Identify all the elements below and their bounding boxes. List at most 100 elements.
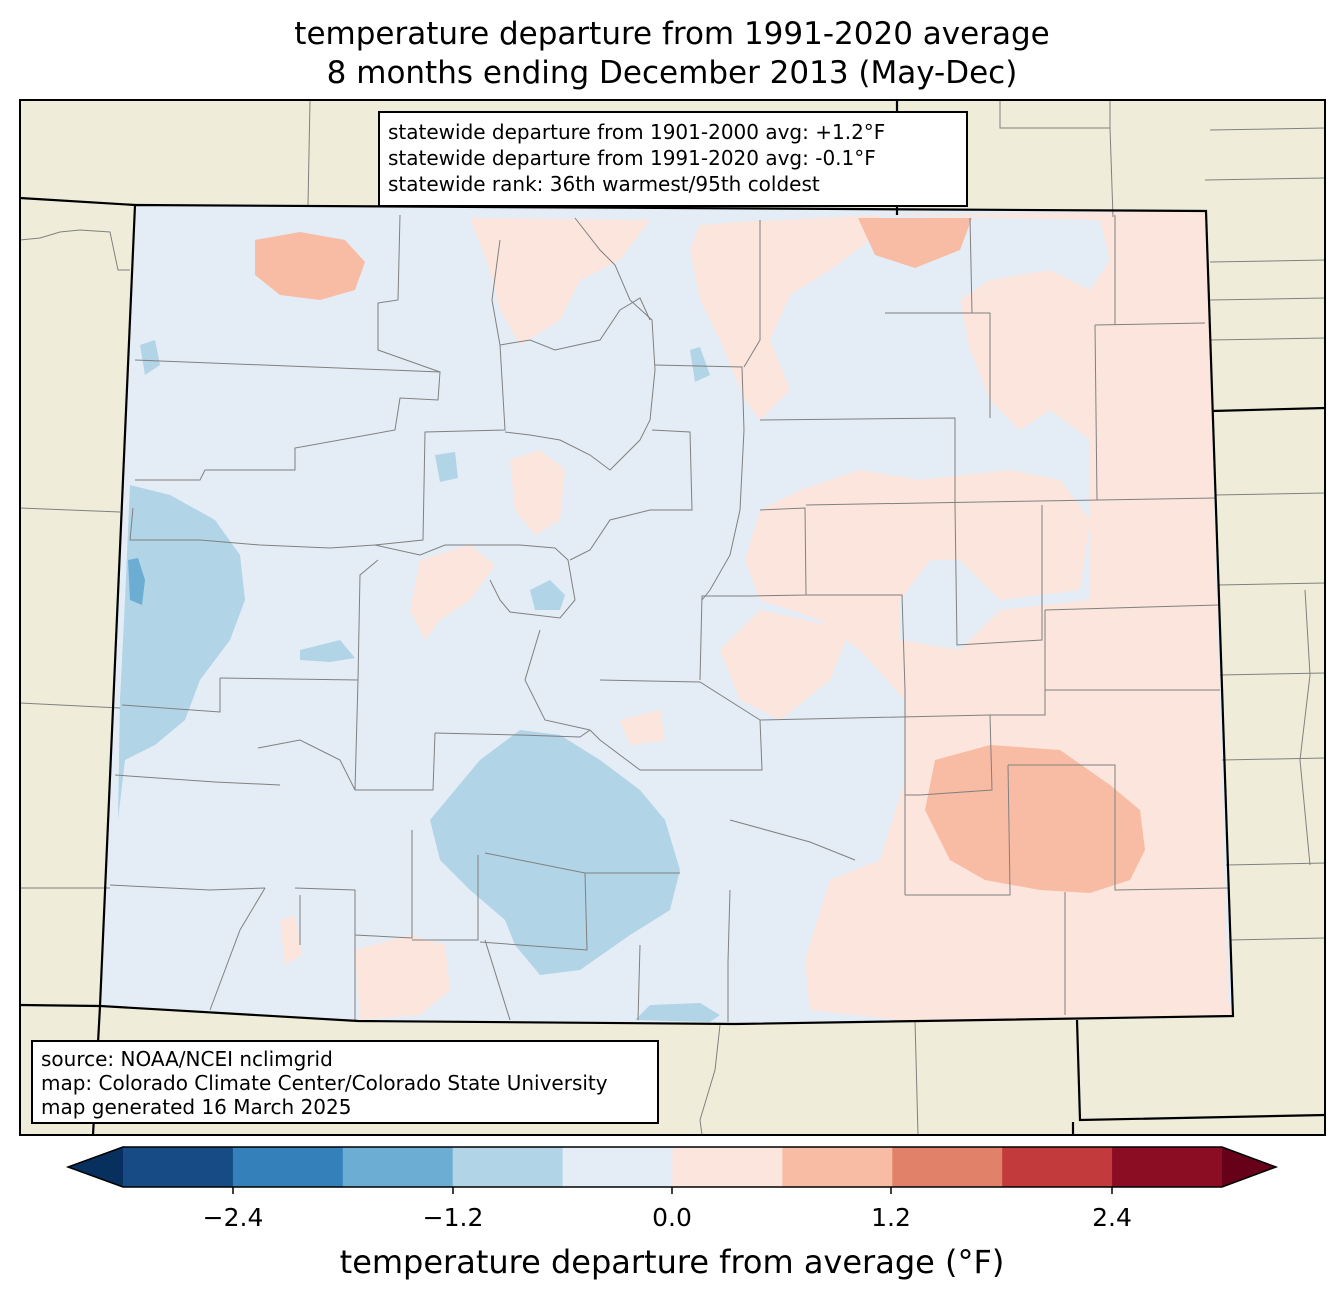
neighbor-county-line [1221,757,1326,761]
county-line [377,214,441,373]
neighbor-county-line [1229,937,1326,941]
warm-region-central2 [620,710,665,745]
utah-wyoming-border [19,196,136,207]
county-line [109,884,266,891]
colorbar-extend-high [1222,1147,1276,1187]
county-line [504,217,656,471]
county-line [885,312,991,418]
county-line [355,732,436,791]
neighbor-county-line [1299,589,1311,866]
county-line [121,678,221,713]
county-line [969,217,973,314]
warm-spot-southeast [925,745,1145,893]
neighbor-county-line [1209,127,1326,131]
neighbor-county-line [1209,259,1326,263]
stats-line-1901-2000: statewide departure from 1901-2000 avg: … [388,120,886,144]
cool-anomaly-regions [118,340,720,1022]
colorbar-bin [672,1147,783,1187]
neighbor-county-line [699,1024,721,1136]
neighbor-county-line [1204,177,1326,181]
county-line [374,239,506,546]
neighbor-county-line [999,100,1114,218]
county-line [743,220,761,368]
neighbor-county-line [1219,672,1326,676]
source-box: source: NOAA/NCEI nclimgrid map: Colorad… [31,1040,659,1124]
county-line [637,944,641,1021]
county-line [524,629,591,731]
cool-anomaly-strong-spot [128,558,145,605]
warm-region-central [510,450,565,535]
neighbor-county-line [19,229,130,271]
colorbar-tick-label: 1.2 [871,1203,911,1232]
warm-anomaly-strong-regions [255,218,1145,893]
stats-line-rank: statewide rank: 36th warmest/95th coldes… [388,172,820,196]
warm-region-southcentral [355,935,450,1020]
colorbar-bin [232,1147,344,1187]
cool-spot-nw [140,340,160,375]
neighbor-county-line [1209,297,1326,301]
colorbar-bin [1002,1147,1113,1187]
cool-region-sanluis [430,730,680,975]
colorbar-outline [65,1146,1279,1188]
warm-spot-northwest [255,232,365,300]
cool-spot-north-central [435,452,458,482]
county-line [699,507,807,681]
county-line [805,594,906,895]
neighbor-county-boundaries [19,99,1326,1136]
county-line [589,719,763,771]
colorbar-bin [452,1147,564,1187]
nebraska-kansas-border [1211,406,1326,413]
neighbor-county-line [914,1019,919,1136]
warm-region-northcentral [690,215,880,420]
county-line [759,417,956,505]
county-line [954,504,1043,646]
colorbar-bin [892,1147,1003,1187]
county-line [905,764,1011,896]
county-line [219,559,379,681]
neighbor-county-line [307,99,311,206]
map-title-line2: 8 months ending December 2013 (May-Dec) [326,55,1018,91]
colorbar-bin [1112,1147,1223,1187]
warm-region-south [280,915,302,965]
warm-region-mid [410,545,495,640]
statewide-stats-box: statewide departure from 1901-2000 avg: … [378,111,968,207]
county-line [479,872,588,951]
colorbar-bin [782,1147,893,1187]
colorbar-bin [123,1147,234,1187]
county-line [1044,604,1219,611]
neighbor-county-line [1225,862,1326,866]
county-line [729,819,856,861]
neighbor-county-line [1214,492,1326,496]
county-line [257,679,359,791]
cool-spot-central [530,580,565,610]
county-boundaries [109,214,1229,1022]
county-line [727,889,731,1022]
county-line [805,497,1216,506]
county-line [374,544,576,619]
county-line [759,690,1046,721]
cool-region-south [635,1003,720,1022]
map-generated-line: map generated 16 March 2025 [41,1095,352,1119]
neighbor-county-line [19,702,121,709]
neighbor-county-line [1209,337,1326,341]
warm-region-east-central [720,610,850,720]
county-line [412,855,479,941]
county-line [1094,324,1098,501]
county-line [569,429,693,561]
county-line [1008,764,1229,891]
county-line [1094,322,1206,326]
county-line [134,359,441,481]
county-line [434,729,591,738]
neighbor-county-line [19,507,121,513]
county-line [484,939,511,1021]
map-title-line1: temperature departure from 1991-2020 ave… [294,16,1050,52]
colorbar-tick-label: 0.0 [652,1203,692,1232]
county-line [599,679,761,721]
cool-spot-northeast [690,347,710,382]
colorbar-extend-low [68,1147,123,1187]
colorbar [65,1146,1279,1194]
county-line [129,507,376,549]
neighbor-county-line [1217,582,1326,586]
county-line [654,364,745,601]
map-credit-line: map: Colorado Climate Center/Colorado St… [41,1071,608,1095]
